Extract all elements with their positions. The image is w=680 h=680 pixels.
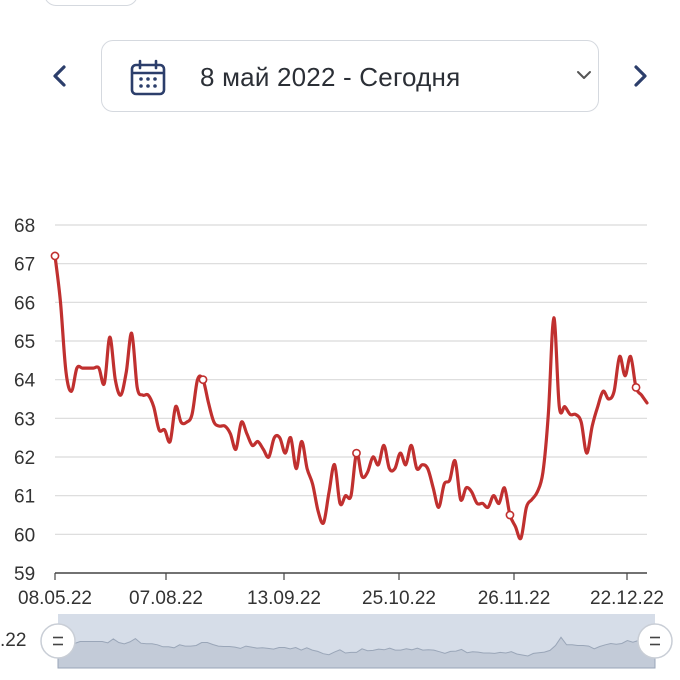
y-tick-label: 67 bbox=[14, 255, 35, 276]
y-tick-label: 61 bbox=[14, 487, 35, 508]
x-tick-label: 26.11.22 bbox=[478, 588, 551, 609]
y-axis-ticks: 59 60 61 62 63 64 65 66 67 68 bbox=[14, 216, 36, 585]
chevron-right-icon bbox=[634, 65, 647, 87]
chevron-down-icon bbox=[577, 71, 591, 79]
date-range-label: 8 май 2022 - Сегодня bbox=[200, 62, 461, 92]
x-tick-label: 08.05.22 bbox=[18, 588, 92, 609]
handle-circle bbox=[40, 623, 76, 659]
y-tick-label: 60 bbox=[14, 525, 35, 546]
data-point-marker bbox=[631, 382, 641, 392]
date-range-selector[interactable]: 8 май 2022 - Сегодня bbox=[101, 40, 599, 112]
grip-icon bbox=[650, 636, 660, 646]
data-point-marker bbox=[198, 375, 208, 385]
y-tick-label: 66 bbox=[14, 293, 35, 314]
grip-icon bbox=[53, 636, 63, 646]
y-tick-label: 63 bbox=[14, 409, 35, 430]
data-point-marker bbox=[505, 510, 515, 520]
y-tick-label: 64 bbox=[14, 371, 36, 392]
next-period-button[interactable] bbox=[622, 58, 658, 94]
prev-period-button[interactable] bbox=[42, 58, 78, 94]
x-tick-label: 13.09.22 bbox=[247, 588, 321, 609]
y-tick-label: 65 bbox=[14, 332, 35, 353]
navigator-date-label: .22 bbox=[0, 630, 26, 651]
navigator-mini-series bbox=[57, 631, 656, 669]
navigator-right-handle[interactable] bbox=[637, 623, 673, 659]
x-tick-label: 25.10.22 bbox=[362, 588, 436, 609]
data-point-marker bbox=[352, 448, 361, 458]
price-series-line bbox=[53, 254, 649, 541]
data-point-marker bbox=[50, 251, 60, 261]
chevron-left-icon bbox=[53, 65, 66, 87]
y-tick-label: 59 bbox=[14, 564, 35, 585]
x-tick-label: 22.12.22 bbox=[590, 588, 664, 609]
navigator-left-handle[interactable] bbox=[40, 623, 76, 659]
y-tick-label: 62 bbox=[14, 448, 35, 469]
x-axis-ticks: 08.05.22 07.08.22 13.09.22 25.10.22 26.11.22… bbox=[18, 573, 664, 609]
handle-circle bbox=[637, 623, 673, 659]
range-navigator[interactable]: .22 bbox=[0, 614, 673, 669]
x-tick-label: 07.08.22 bbox=[129, 588, 203, 609]
y-tick-label: 68 bbox=[14, 216, 35, 237]
series-layer bbox=[50, 251, 649, 541]
calendar-icon bbox=[130, 59, 166, 96]
grid-lines bbox=[55, 224, 647, 574]
